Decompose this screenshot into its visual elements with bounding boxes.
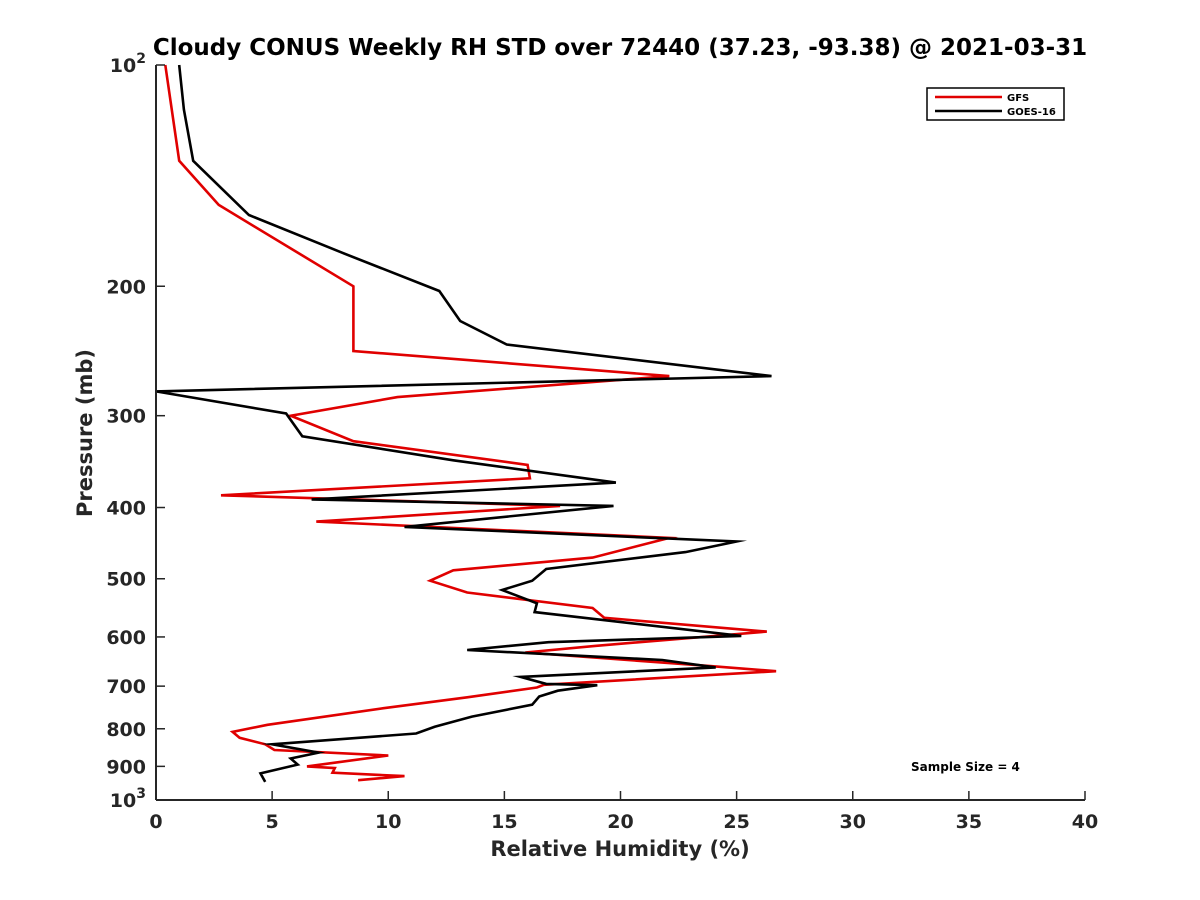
- y-tick-label-base: 600: [106, 627, 146, 649]
- x-tick-label: 5: [266, 811, 279, 833]
- y-tick-label: 700: [106, 676, 146, 698]
- chart-title: Cloudy CONUS Weekly RH STD over 72440 (3…: [153, 35, 1087, 61]
- x-tick-label: 25: [723, 811, 749, 833]
- x-tick-label: 0: [149, 811, 162, 833]
- x-tick-label: 20: [607, 811, 633, 833]
- x-axis-ticks: 0 5 10 15 20 25 30 35 40: [149, 791, 1098, 833]
- y-tick-label-base: 10: [110, 790, 136, 812]
- x-axis-label: Relative Humidity (%): [490, 837, 749, 861]
- y-tick-label: 400: [106, 498, 146, 520]
- y-tick-label-base: 800: [106, 719, 146, 741]
- y-tick-label: 800: [106, 719, 146, 741]
- x-tick-label: 40: [1072, 811, 1098, 833]
- sample-size-annotation: Sample Size = 4: [911, 760, 1020, 774]
- y-tick-label: 900: [106, 756, 146, 778]
- y-tick-label-base: 900: [106, 756, 146, 778]
- y-tick-label: 103: [110, 786, 146, 812]
- y-axis-label: Pressure (mb): [73, 349, 97, 517]
- y-tick-label-exponent: 3: [136, 786, 146, 802]
- legend-gfs-label: GFS: [1007, 93, 1029, 104]
- y-tick-label-base: 700: [106, 676, 146, 698]
- plot-area: [156, 65, 1085, 800]
- series-line-goes-16: [155, 64, 772, 783]
- x-tick-label: 30: [840, 811, 866, 833]
- series-layer: [155, 64, 777, 783]
- legend: GFS GOES-16: [926, 87, 1065, 121]
- x-tick-label: 10: [375, 811, 401, 833]
- x-tick-label: 15: [491, 811, 517, 833]
- legend-box: [926, 87, 1065, 121]
- y-tick-label: 200: [106, 276, 146, 298]
- legend-goes16-label: GOES-16: [1007, 107, 1056, 118]
- y-tick-label-base: 200: [106, 276, 146, 298]
- y-tick-label-base: 10: [110, 55, 136, 77]
- y-tick-label-base: 500: [106, 569, 146, 591]
- y-tick-label-base: 300: [106, 406, 146, 428]
- y-tick-label: 102: [110, 51, 146, 77]
- y-tick-label: 600: [106, 627, 146, 649]
- y-tick-label-exponent: 2: [136, 51, 146, 67]
- x-tick-label: 35: [956, 811, 982, 833]
- y-tick-label-base: 400: [106, 498, 146, 520]
- y-tick-label: 300: [106, 406, 146, 428]
- y-tick-label: 500: [106, 569, 146, 591]
- series-line-gfs: [164, 64, 777, 782]
